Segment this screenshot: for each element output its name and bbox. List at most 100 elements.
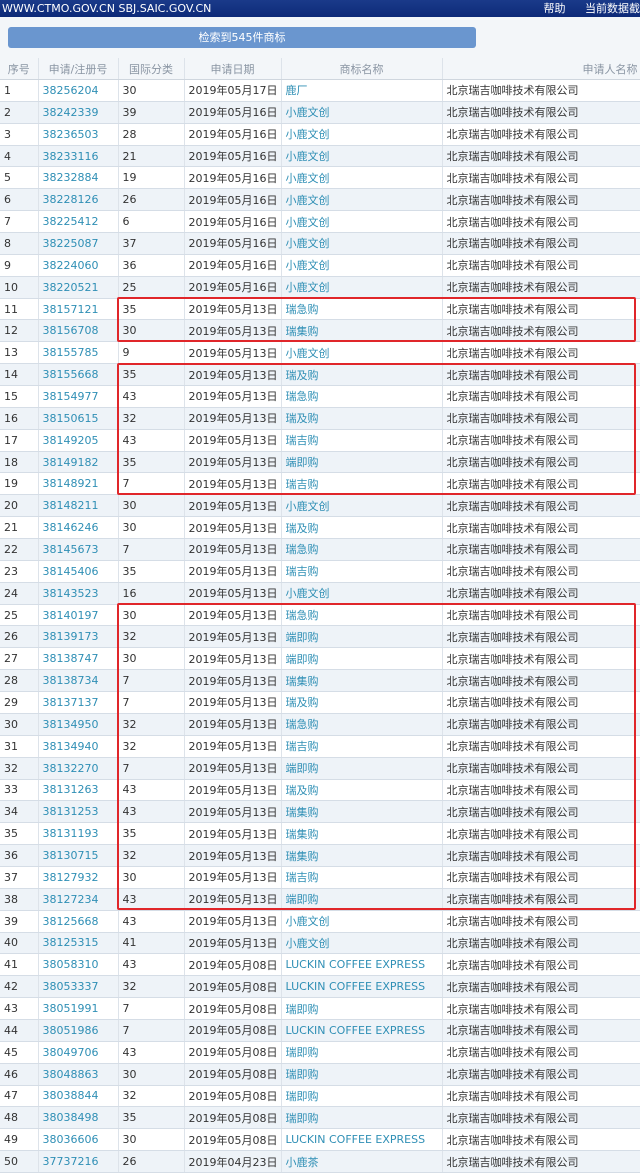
trademark-name-link[interactable]: 瑞及购 [281,407,443,430]
trademark-name-link[interactable]: 瑞急购 [281,298,443,321]
reg-number-link[interactable]: 38137137 [38,691,119,714]
reg-number-link[interactable]: 38148921 [38,472,119,496]
trademark-name-link[interactable]: 鹿厂 [281,79,443,102]
trademark-name-link[interactable]: LUCKIN COFFEE EXPRESS [281,1019,443,1042]
trademark-name-link[interactable]: 瑞及购 [281,363,443,387]
reg-number-link[interactable]: 37737216 [38,1150,119,1173]
reg-number-link[interactable]: 38256204 [38,79,119,102]
trademark-name-link[interactable]: 瑞吉购 [281,735,443,758]
trademark-name-link[interactable]: 小鹿文创 [281,145,443,168]
reg-number-link[interactable]: 38049706 [38,1041,119,1064]
reg-number-link[interactable]: 38038844 [38,1085,119,1108]
reg-number-link[interactable]: 38131193 [38,822,119,846]
reg-number-link[interactable]: 38038498 [38,1106,119,1130]
reg-number-link[interactable]: 38146246 [38,516,119,540]
reg-number-link[interactable]: 38139173 [38,625,119,649]
reg-number-link[interactable]: 38138734 [38,669,119,693]
reg-number-link[interactable]: 38242339 [38,101,119,124]
trademark-name-link[interactable]: 瑞吉购 [281,472,443,496]
reg-number-link[interactable]: 38132270 [38,757,119,780]
reg-number-link[interactable]: 38127932 [38,866,119,889]
trademark-name-link[interactable]: 瑞即购 [281,1085,443,1108]
trademark-name-link[interactable]: LUCKIN COFFEE EXPRESS [281,1128,443,1152]
reg-number-link[interactable]: 38048863 [38,1063,119,1086]
reg-number-link[interactable]: 38125315 [38,932,119,955]
trademark-name-link[interactable]: 小鹿文创 [281,123,443,146]
help-link[interactable]: 帮助 [543,2,566,15]
trademark-name-link[interactable]: 小鹿文创 [281,232,443,255]
trademark-name-link[interactable]: 瑞吉购 [281,560,443,583]
reg-number-link[interactable]: 38125668 [38,910,119,933]
trademark-name-link[interactable]: 小鹿文创 [281,341,443,365]
trademark-name-link[interactable]: 端即购 [281,625,443,649]
trademark-name-link[interactable]: 端即购 [281,451,443,474]
trademark-name-link[interactable]: 瑞即购 [281,997,443,1020]
trademark-name-link[interactable]: 小鹿文创 [281,276,443,299]
trademark-name-link[interactable]: LUCKIN COFFEE EXPRESS [281,953,443,977]
reg-number-link[interactable]: 38225087 [38,232,119,255]
reg-number-link[interactable]: 38233116 [38,145,119,168]
trademark-name-link[interactable]: 瑞及购 [281,779,443,802]
search-result-button[interactable]: 检索到545件商标 [8,27,476,48]
trademark-name-link[interactable]: 瑞吉购 [281,429,443,452]
reg-number-link[interactable]: 38156708 [38,319,119,343]
reg-number-link[interactable]: 38051991 [38,997,119,1020]
trademark-name-link[interactable]: 小鹿文创 [281,494,443,518]
trademark-name-link[interactable]: 小鹿文创 [281,210,443,234]
trademark-name-link[interactable]: 瑞急购 [281,538,443,561]
trademark-name-link[interactable]: 端即购 [281,888,443,911]
reg-number-link[interactable]: 38150615 [38,407,119,430]
trademark-name-link[interactable]: 端即购 [281,757,443,780]
trademark-name-link[interactable]: 瑞吉购 [281,866,443,889]
trademark-name-link[interactable]: 瑞及购 [281,691,443,714]
trademark-name-link[interactable]: 瑞集购 [281,319,443,343]
trademark-name-link[interactable]: 瑞集购 [281,844,443,867]
reg-number-link[interactable]: 38155785 [38,341,119,365]
current-data-link[interactable]: 当前数据截 [585,2,640,15]
trademark-name-link[interactable]: 瑞集购 [281,822,443,846]
reg-number-link[interactable]: 38224060 [38,254,119,277]
trademark-name-link[interactable]: 瑞即购 [281,1063,443,1086]
reg-number-link[interactable]: 38134950 [38,713,119,736]
trademark-name-link[interactable]: 小鹿文创 [281,166,443,190]
trademark-name-link[interactable]: 小鹿文创 [281,910,443,933]
reg-number-link[interactable]: 38148211 [38,494,119,518]
reg-number-link[interactable]: 38149205 [38,429,119,452]
trademark-name-link[interactable]: 小鹿文创 [281,101,443,124]
trademark-name-link[interactable]: 瑞即购 [281,1041,443,1064]
trademark-name-link[interactable]: 瑞急购 [281,604,443,627]
reg-number-link[interactable]: 38138747 [38,647,119,671]
reg-number-link[interactable]: 38130715 [38,844,119,867]
reg-number-link[interactable]: 38131253 [38,800,119,824]
reg-number-link[interactable]: 38157121 [38,298,119,321]
trademark-name-link[interactable]: 小鹿文创 [281,254,443,277]
trademark-name-link[interactable]: 小鹿茶 [281,1150,443,1173]
trademark-name-link[interactable]: 瑞及购 [281,516,443,540]
reg-number-link[interactable]: 38134940 [38,735,119,758]
reg-number-link[interactable]: 38155668 [38,363,119,387]
reg-number-link[interactable]: 38232884 [38,166,119,190]
reg-number-link[interactable]: 38228126 [38,188,119,212]
trademark-name-link[interactable]: 小鹿文创 [281,582,443,605]
reg-number-link[interactable]: 38149182 [38,451,119,474]
reg-number-link[interactable]: 38154977 [38,385,119,408]
reg-number-link[interactable]: 38140197 [38,604,119,627]
reg-number-link[interactable]: 38145406 [38,560,119,583]
trademark-name-link[interactable]: LUCKIN COFFEE EXPRESS [281,975,443,999]
reg-number-link[interactable]: 38143523 [38,582,119,605]
trademark-name-link[interactable]: 瑞急购 [281,713,443,736]
reg-number-link[interactable]: 38053337 [38,975,119,999]
reg-number-link[interactable]: 38236503 [38,123,119,146]
trademark-name-link[interactable]: 小鹿文创 [281,188,443,212]
trademark-name-link[interactable]: 瑞集购 [281,669,443,693]
trademark-name-link[interactable]: 小鹿文创 [281,932,443,955]
trademark-name-link[interactable]: 瑞急购 [281,385,443,408]
trademark-name-link[interactable]: 瑞集购 [281,800,443,824]
reg-number-link[interactable]: 38145673 [38,538,119,561]
reg-number-link[interactable]: 38225412 [38,210,119,234]
reg-number-link[interactable]: 38127234 [38,888,119,911]
trademark-name-link[interactable]: 瑞即购 [281,1106,443,1130]
reg-number-link[interactable]: 38131263 [38,779,119,802]
trademark-name-link[interactable]: 端即购 [281,647,443,671]
reg-number-link[interactable]: 38051986 [38,1019,119,1042]
